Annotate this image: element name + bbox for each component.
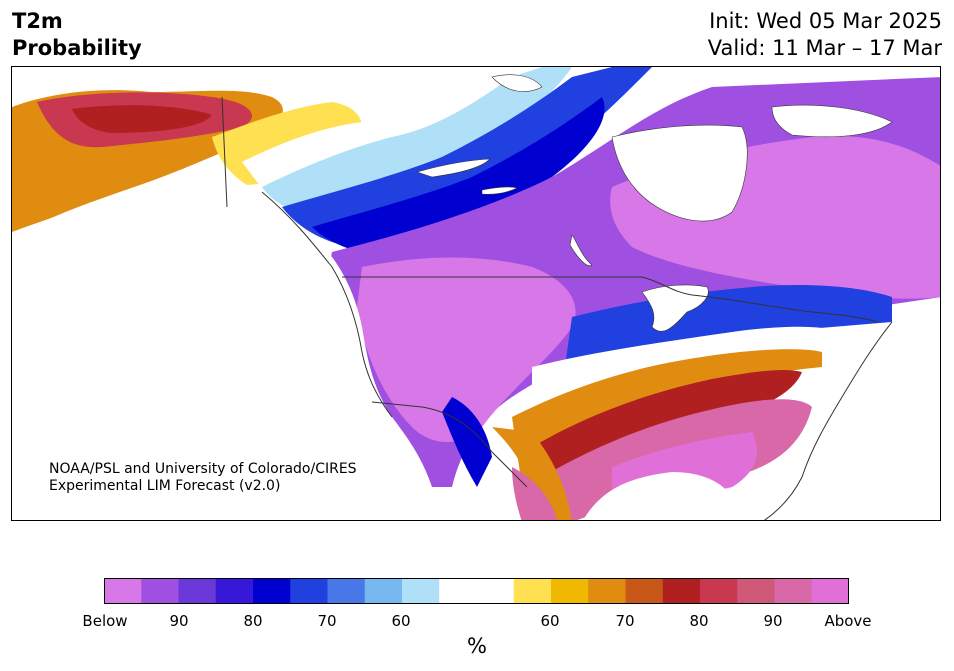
east-coast (763, 321, 893, 520)
colorbar-segment (364, 578, 403, 604)
tick-60-above: 60 (540, 612, 560, 630)
colorbar-segment (476, 578, 515, 604)
colorbar-segment (551, 578, 589, 604)
colorbar-segment (141, 578, 179, 604)
colorbar-segment (290, 578, 328, 604)
credit-text: NOAA/PSL and University of Colorado/CIRE… (49, 461, 357, 495)
colorbar-segments (104, 578, 849, 604)
colorbar-segment (178, 578, 217, 604)
colorbar-segment (104, 578, 142, 604)
colorbar-unit: % (467, 634, 487, 658)
map-title: T2m Probability (12, 8, 142, 62)
forecast-map (11, 66, 941, 521)
title-line-1: T2m (12, 9, 63, 33)
gulf-of-mexico (583, 472, 801, 520)
great-lakes (641, 284, 709, 332)
colorbar-segment (588, 578, 626, 604)
init-date: Init: Wed 05 Mar 2025 (709, 9, 942, 33)
west-coast (261, 191, 393, 418)
pacific-ocean (12, 180, 432, 520)
colorbar-segment (811, 578, 849, 604)
canada-us-border (342, 276, 878, 323)
tick-above: Above (824, 612, 872, 630)
hudson-bay (611, 124, 748, 222)
map-canvas (12, 67, 940, 520)
canada-blue-band (282, 67, 652, 247)
colorbar-segment (327, 578, 366, 604)
southeast-warm-band (512, 349, 822, 487)
tick-80-above: 80 (689, 612, 709, 630)
lake-winnipeg (569, 234, 593, 267)
water-features (415, 74, 893, 332)
colorbar-segment (774, 578, 813, 604)
tick-80-below: 80 (243, 612, 263, 630)
arctic-water-2 (771, 104, 893, 138)
great-bear-lake (415, 158, 491, 178)
colorbar-segment (625, 578, 664, 604)
colorbar-border (104, 578, 849, 604)
forecast-dates: Init: Wed 05 Mar 2025 Valid: 11 Mar – 17… (708, 8, 942, 62)
title-line-2: Probability (12, 36, 142, 60)
colorbar-segment (439, 578, 477, 604)
great-slave-lake (481, 186, 518, 195)
credit-line-2: Experimental LIM Forecast (v2.0) (49, 478, 281, 494)
alaska-core-warm (72, 105, 212, 133)
mexico-pink (512, 467, 557, 520)
canada-deep-blue (312, 97, 605, 257)
tick-70-below: 70 (317, 612, 337, 630)
colorbar-segment (513, 578, 552, 604)
colorbar-segment (662, 578, 701, 604)
colorbar-segment (253, 578, 291, 604)
tick-90-above: 90 (763, 612, 783, 630)
colorbar-segment (737, 578, 775, 604)
atlantic-ocean (812, 312, 940, 520)
tick-60-below: 60 (391, 612, 411, 630)
colorbar-segment (700, 578, 738, 604)
alaska-border (221, 96, 228, 208)
tick-90-below: 90 (169, 612, 189, 630)
tick-70-above: 70 (615, 612, 635, 630)
probability-colorbar (104, 578, 849, 604)
west-us-light-purple (357, 257, 576, 442)
arctic-water-1 (491, 74, 543, 92)
colorbar-segment (215, 578, 254, 604)
credit-line-1: NOAA/PSL and University of Colorado/CIRE… (49, 461, 357, 477)
tick-below: Below (82, 612, 128, 630)
valid-range: Valid: 11 Mar – 17 Mar (707, 36, 942, 60)
us-mexico-border (371, 401, 528, 488)
great-lakes-blue (562, 285, 892, 387)
sw-blue-band (442, 397, 492, 487)
bc-light-blue (262, 67, 572, 217)
political-borders (221, 96, 893, 520)
mexico-warm (492, 427, 572, 520)
colorbar-segment (402, 578, 440, 604)
